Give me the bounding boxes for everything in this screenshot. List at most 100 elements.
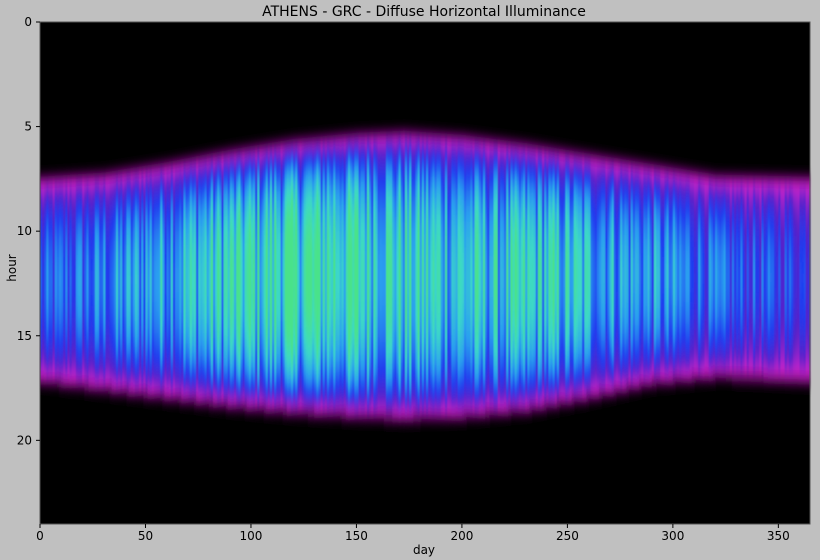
heatmap-cell: [84, 175, 88, 182]
heatmap-cell: [101, 279, 104, 286]
heatmap-cell: [94, 305, 98, 312]
heatmap-cell: [86, 285, 90, 292]
heatmap-cell: [46, 173, 50, 180]
heatmap-cell: [92, 196, 96, 203]
heatmap-cell: [67, 318, 71, 325]
heatmap-cell: [48, 288, 52, 294]
heatmap-cell: [54, 256, 58, 263]
heatmap-cell: [84, 348, 88, 355]
heatmap-cell: [75, 239, 79, 246]
heatmap-cell: [44, 309, 47, 316]
heatmap-cell: [80, 170, 83, 177]
heatmap-cell: [96, 180, 100, 187]
heatmap-cell: [86, 379, 90, 386]
heatmap-cell: [40, 262, 43, 269]
heatmap-cell: [58, 266, 62, 273]
heatmap-cell: [46, 209, 50, 216]
heatmap-cell: [71, 255, 75, 262]
heatmap-cell: [86, 175, 90, 182]
heatmap-cell: [58, 229, 62, 236]
heatmap-cell: [77, 307, 81, 313]
heatmap-cell: [105, 357, 109, 364]
heatmap-cell: [46, 225, 50, 232]
heatmap-cell: [52, 355, 56, 362]
heatmap-cell: [99, 169, 102, 176]
heatmap-cell: [75, 349, 79, 355]
heatmap-cell: [75, 228, 79, 235]
heatmap-cell: [96, 316, 100, 323]
heatmap-cell: [71, 192, 75, 199]
heatmap-cell: [52, 172, 56, 179]
heatmap-cell: [107, 283, 111, 290]
heatmap-cell: [105, 263, 109, 270]
heatmap-cell: [75, 202, 79, 209]
heatmap-cell: [50, 371, 54, 378]
heatmap-cell: [94, 201, 98, 208]
heatmap-cell: [58, 182, 62, 189]
heatmap-cell: [56, 250, 60, 257]
heatmap-cell: [86, 201, 90, 208]
heatmap-cell: [65, 349, 69, 356]
heatmap-cell: [80, 254, 83, 261]
heatmap-cell: [75, 343, 79, 350]
heatmap-cell: [99, 232, 102, 239]
heatmap-cell: [88, 390, 92, 396]
heatmap-cell: [90, 316, 94, 323]
heatmap-cell: [92, 175, 96, 182]
heatmap-cell: [50, 240, 54, 247]
heatmap-cell: [42, 278, 45, 284]
heatmap-cell: [94, 180, 98, 187]
heatmap-cell: [69, 187, 73, 194]
heatmap-cell: [48, 340, 52, 347]
heatmap-cell: [44, 345, 47, 352]
heatmap-cell: [88, 207, 92, 213]
heatmap-cell: [105, 378, 109, 385]
heatmap-cell: [65, 360, 69, 367]
heatmap-cell: [96, 196, 100, 202]
heatmap-cell: [65, 250, 69, 257]
heatmap-cell: [94, 264, 98, 270]
heatmap-cell: [107, 330, 111, 337]
heatmap-cell: [48, 314, 52, 321]
heatmap-cell: [94, 347, 98, 354]
heatmap-cell: [94, 269, 98, 276]
heatmap-cell: [101, 274, 104, 281]
heatmap-cell: [101, 321, 104, 328]
heatmap-cell: [42, 283, 45, 290]
heatmap-cell: [77, 369, 81, 376]
heatmap-cell: [61, 271, 64, 278]
heatmap-cell: [92, 358, 96, 365]
heatmap-cell: [61, 187, 64, 194]
heatmap-cell: [50, 340, 54, 347]
heatmap-cell: [42, 262, 45, 269]
heatmap-cell: [67, 271, 71, 278]
heatmap-cell: [105, 383, 109, 390]
heatmap-cell: [94, 316, 98, 323]
heatmap-cell: [40, 377, 43, 384]
heatmap-cell: [65, 354, 69, 361]
heatmap-cell: [42, 236, 45, 243]
heatmap-cell: [92, 243, 96, 250]
heatmap-cell: [71, 333, 75, 340]
heatmap-cell: [99, 222, 102, 228]
heatmap-cell: [69, 339, 73, 345]
heatmap-cell: [77, 218, 81, 225]
heatmap-cell: [40, 314, 43, 321]
heatmap-cell: [90, 285, 94, 292]
heatmap-cell: [101, 242, 104, 249]
heatmap-cell: [107, 362, 111, 369]
heatmap-cell: [73, 312, 77, 319]
heatmap-cell: [88, 363, 92, 370]
heatmap-cell: [77, 275, 81, 282]
heatmap-cell: [56, 245, 60, 252]
heatmap-cell: [99, 206, 102, 213]
heatmap-cell: [88, 332, 92, 339]
heatmap-cell: [58, 224, 62, 231]
heatmap-cell: [48, 335, 52, 342]
heatmap-cell: [77, 291, 81, 298]
heatmap-cell: [56, 366, 60, 372]
heatmap-cell: [99, 195, 102, 202]
heatmap-cell: [107, 377, 111, 384]
heatmap-cell: [56, 313, 60, 320]
heatmap-cell: [107, 252, 111, 259]
